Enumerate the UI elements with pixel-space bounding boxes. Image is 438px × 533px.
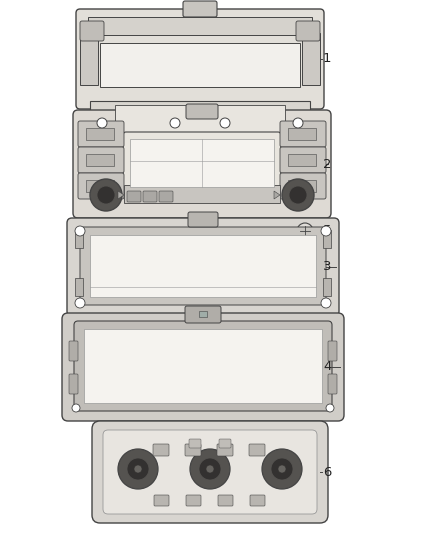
- FancyBboxPatch shape: [69, 374, 78, 394]
- Bar: [302, 33, 320, 85]
- FancyBboxPatch shape: [183, 1, 217, 17]
- FancyBboxPatch shape: [218, 495, 233, 506]
- Bar: [90, 235, 316, 297]
- Bar: [323, 278, 331, 296]
- Polygon shape: [118, 191, 124, 199]
- Bar: [86, 128, 114, 140]
- Bar: [130, 139, 274, 187]
- Text: 6: 6: [323, 465, 332, 479]
- Circle shape: [293, 118, 303, 128]
- FancyBboxPatch shape: [103, 430, 317, 514]
- Circle shape: [220, 118, 230, 128]
- FancyBboxPatch shape: [154, 495, 169, 506]
- FancyBboxPatch shape: [280, 147, 326, 173]
- Polygon shape: [274, 191, 280, 199]
- Circle shape: [321, 298, 331, 308]
- FancyBboxPatch shape: [123, 132, 281, 194]
- FancyBboxPatch shape: [280, 173, 326, 199]
- FancyBboxPatch shape: [328, 374, 337, 394]
- Bar: [88, 17, 312, 35]
- Circle shape: [321, 226, 331, 236]
- Bar: [75, 230, 83, 248]
- Circle shape: [118, 449, 158, 489]
- Circle shape: [75, 226, 85, 236]
- Circle shape: [127, 458, 149, 480]
- FancyBboxPatch shape: [186, 495, 201, 506]
- FancyBboxPatch shape: [76, 9, 324, 109]
- Text: 3: 3: [323, 261, 332, 273]
- FancyBboxPatch shape: [92, 421, 328, 523]
- FancyBboxPatch shape: [250, 495, 265, 506]
- FancyBboxPatch shape: [296, 21, 320, 41]
- Circle shape: [289, 186, 307, 204]
- FancyBboxPatch shape: [80, 227, 326, 305]
- FancyBboxPatch shape: [186, 104, 218, 119]
- Bar: [124, 185, 280, 203]
- Bar: [323, 230, 331, 248]
- Text: 1: 1: [323, 52, 332, 66]
- Circle shape: [97, 118, 107, 128]
- Circle shape: [190, 449, 230, 489]
- Bar: [80, 33, 98, 85]
- Circle shape: [297, 223, 313, 239]
- Circle shape: [271, 458, 293, 480]
- FancyBboxPatch shape: [78, 147, 124, 173]
- FancyBboxPatch shape: [74, 321, 332, 411]
- FancyBboxPatch shape: [249, 444, 265, 456]
- FancyBboxPatch shape: [62, 313, 344, 421]
- FancyBboxPatch shape: [185, 444, 201, 456]
- Circle shape: [262, 449, 302, 489]
- Bar: [86, 154, 114, 166]
- FancyBboxPatch shape: [328, 341, 337, 361]
- Bar: [115, 105, 285, 133]
- Bar: [90, 101, 310, 133]
- Circle shape: [72, 404, 80, 412]
- Bar: [100, 43, 300, 87]
- Bar: [84, 329, 322, 403]
- Text: 4: 4: [323, 360, 332, 374]
- FancyBboxPatch shape: [78, 173, 124, 199]
- FancyBboxPatch shape: [219, 439, 231, 448]
- FancyBboxPatch shape: [217, 444, 233, 456]
- Bar: [199, 311, 207, 317]
- FancyBboxPatch shape: [80, 21, 104, 41]
- Circle shape: [326, 404, 334, 412]
- FancyBboxPatch shape: [78, 121, 124, 147]
- Bar: [288, 128, 316, 140]
- FancyBboxPatch shape: [69, 341, 78, 361]
- FancyBboxPatch shape: [189, 439, 201, 448]
- Circle shape: [75, 298, 85, 308]
- FancyBboxPatch shape: [67, 218, 339, 316]
- FancyBboxPatch shape: [73, 110, 331, 218]
- FancyBboxPatch shape: [153, 444, 169, 456]
- FancyBboxPatch shape: [143, 191, 157, 202]
- Circle shape: [282, 179, 314, 211]
- Bar: [86, 180, 114, 192]
- Circle shape: [97, 186, 115, 204]
- FancyBboxPatch shape: [127, 191, 141, 202]
- Bar: [288, 154, 316, 166]
- Bar: [288, 180, 316, 192]
- Circle shape: [199, 458, 221, 480]
- FancyBboxPatch shape: [280, 121, 326, 147]
- FancyBboxPatch shape: [185, 306, 221, 323]
- Circle shape: [206, 465, 214, 473]
- Text: 5: 5: [323, 224, 332, 238]
- FancyBboxPatch shape: [159, 191, 173, 202]
- Circle shape: [134, 465, 142, 473]
- Circle shape: [170, 118, 180, 128]
- FancyBboxPatch shape: [188, 212, 218, 227]
- Bar: [75, 278, 83, 296]
- Circle shape: [278, 465, 286, 473]
- Circle shape: [90, 179, 122, 211]
- Text: 2: 2: [323, 157, 332, 171]
